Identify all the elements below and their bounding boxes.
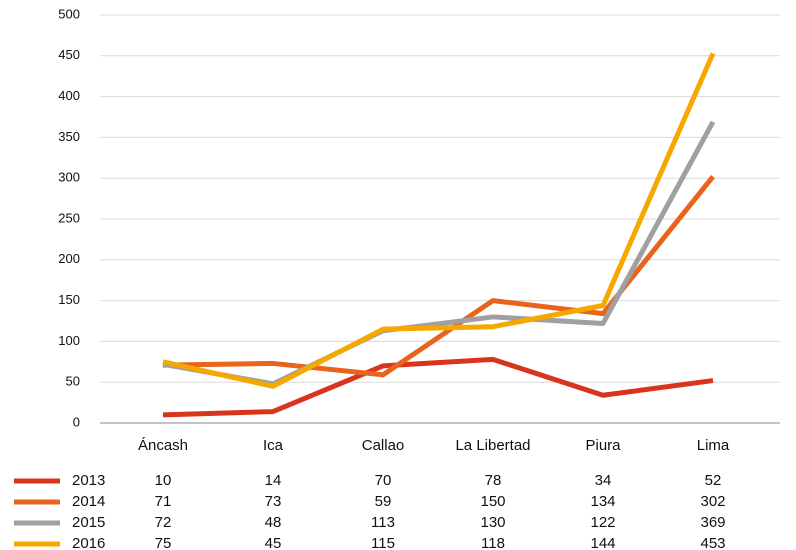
table-value: 72 xyxy=(155,514,172,531)
table-value: 14 xyxy=(265,472,282,489)
table-value: 71 xyxy=(155,493,172,510)
table-value: 118 xyxy=(481,535,505,550)
legend-label: 2015 xyxy=(72,514,105,531)
x-tick-label: Piura xyxy=(585,437,621,454)
y-tick-label: 500 xyxy=(58,6,80,21)
x-tick-label: La Libertad xyxy=(455,437,530,454)
table-value: 34 xyxy=(595,472,612,489)
table-value: 48 xyxy=(265,514,282,531)
table-value: 45 xyxy=(265,535,282,550)
y-tick-label: 450 xyxy=(58,47,80,62)
table-value: 122 xyxy=(590,514,615,531)
y-tick-label: 200 xyxy=(58,251,80,266)
table-value: 130 xyxy=(480,514,505,531)
table-value: 134 xyxy=(590,493,615,510)
legend-label: 2014 xyxy=(72,493,105,510)
table-value: 113 xyxy=(371,514,395,531)
y-tick-label: 100 xyxy=(58,333,80,348)
y-tick-label: 50 xyxy=(66,374,80,389)
y-tick-label: 400 xyxy=(58,88,80,103)
x-tick-label: Áncash xyxy=(138,437,188,454)
y-tick-label: 250 xyxy=(58,210,80,225)
table-value: 78 xyxy=(485,472,502,489)
y-tick-label: 300 xyxy=(58,170,80,185)
series-line xyxy=(162,356,714,418)
x-tick-label: Callao xyxy=(362,437,405,454)
table-value: 70 xyxy=(375,472,392,489)
series-line xyxy=(162,52,716,389)
x-tick-label: Lima xyxy=(697,437,730,454)
table-value: 52 xyxy=(705,472,722,489)
table-value: 302 xyxy=(700,493,725,510)
table-value: 150 xyxy=(480,493,505,510)
series-line xyxy=(162,120,716,387)
legend-label: 2013 xyxy=(72,472,105,489)
table-value: 369 xyxy=(700,514,725,531)
table-value: 10 xyxy=(155,472,172,489)
legend-label: 2016 xyxy=(72,535,105,550)
table-value: 59 xyxy=(375,493,392,510)
y-tick-label: 0 xyxy=(73,414,80,429)
table-value: 75 xyxy=(155,535,172,550)
table-value: 73 xyxy=(265,493,282,510)
x-tick-label: Ica xyxy=(263,437,284,454)
y-tick-label: 150 xyxy=(58,292,80,307)
y-tick-label: 350 xyxy=(58,129,80,144)
table-value: 453 xyxy=(700,535,725,550)
table-value: 115 xyxy=(371,535,395,550)
table-value: 144 xyxy=(590,535,615,550)
